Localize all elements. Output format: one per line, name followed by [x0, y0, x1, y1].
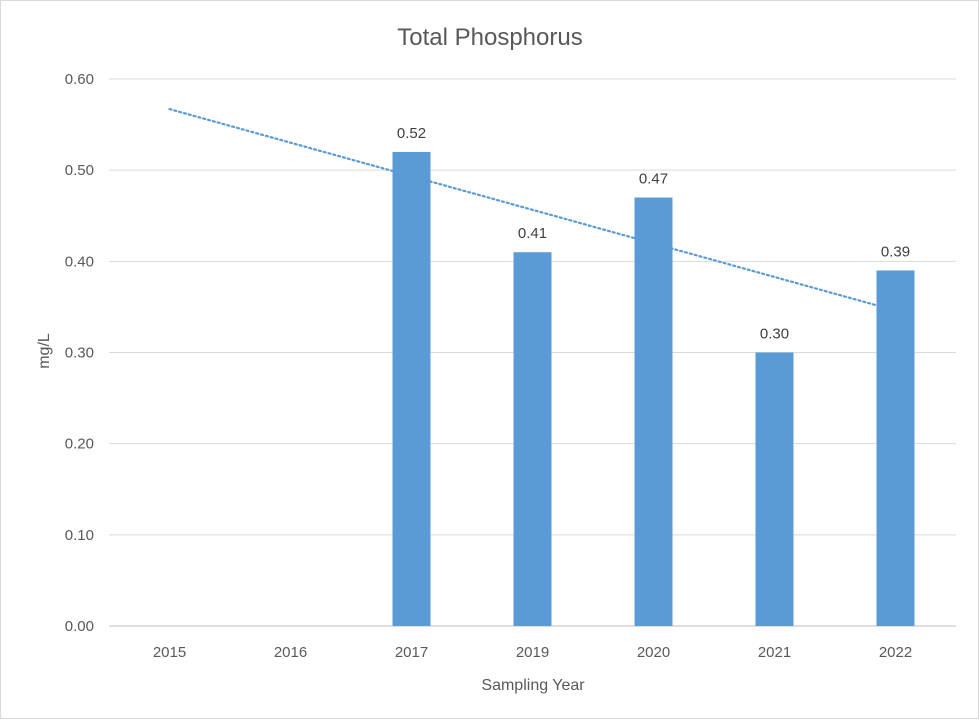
- y-tick-label: 0.20: [65, 436, 94, 453]
- x-tick-label: 2015: [153, 644, 186, 661]
- x-tick-label: 2022: [879, 644, 912, 661]
- x-tick-label: 2021: [758, 644, 791, 661]
- data-label-2017: 0.52: [397, 125, 426, 142]
- y-tick-label: 0.60: [65, 71, 94, 88]
- y-tick-labels: 0.00 0.10 0.20 0.30 0.40 0.50 0.60: [65, 71, 94, 635]
- x-tick-label: 2016: [274, 644, 307, 661]
- trendline-group: [168, 107, 897, 312]
- bar-2021: [755, 352, 794, 626]
- bar-2022: [876, 270, 915, 626]
- bar-2017: [392, 151, 431, 626]
- x-tick-label: 2017: [395, 644, 428, 661]
- bar-2019: [513, 252, 552, 626]
- y-tick-label: 0.40: [65, 253, 94, 270]
- trendline: [168, 107, 897, 312]
- chart-title: Total Phosphorus: [397, 24, 582, 51]
- bar-2020: [634, 197, 673, 626]
- y-axis-label: mg/L: [36, 333, 53, 369]
- x-tick-label: 2019: [516, 644, 549, 661]
- bar-series: [392, 151, 915, 626]
- data-labels: 0.52 0.41 0.47 0.30 0.39: [397, 125, 910, 343]
- x-tick-labels: 2015 2016 2017 2019 2020 2021 2022: [153, 644, 912, 661]
- data-label-2021: 0.30: [760, 326, 789, 343]
- y-tick-label: 0.00: [65, 618, 94, 635]
- y-tick-label: 0.50: [65, 162, 94, 179]
- data-label-2020: 0.47: [639, 171, 668, 188]
- x-tick-label: 2020: [637, 644, 670, 661]
- data-label-2022: 0.39: [881, 243, 910, 260]
- x-axis-label: Sampling Year: [481, 677, 585, 694]
- y-tick-label: 0.10: [65, 527, 94, 544]
- y-tick-label: 0.30: [65, 345, 94, 362]
- data-label-2019: 0.41: [518, 225, 547, 242]
